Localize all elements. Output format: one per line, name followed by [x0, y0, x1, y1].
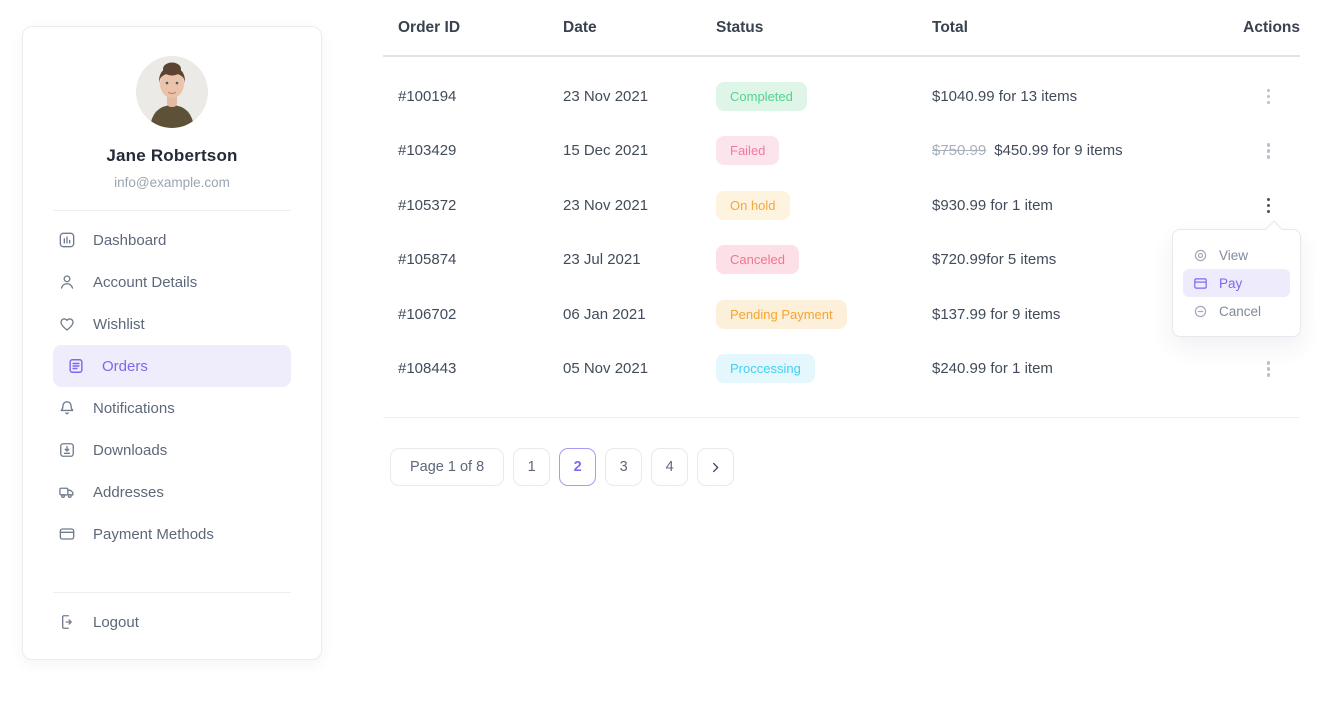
profile-section: Jane Robertson info@example.com: [23, 27, 321, 190]
menu-item-view[interactable]: View: [1183, 241, 1290, 269]
logout-label: Logout: [93, 613, 139, 631]
order-total: $1040.99 for 13 items: [932, 87, 1078, 105]
sidebar-item-notifications[interactable]: Notifications: [53, 387, 291, 429]
sidebar-item-orders[interactable]: Orders: [53, 345, 291, 387]
user-icon: [60, 275, 74, 289]
next-page-button[interactable]: [697, 448, 735, 486]
table-bottom-divider: [383, 417, 1300, 418]
row-actions-menu-button[interactable]: [1259, 355, 1279, 383]
table-header: Order ID Date Status Total Actions: [383, 0, 1300, 57]
avatar-image: [136, 56, 208, 128]
row-actions-menu-button-open[interactable]: [1259, 192, 1279, 220]
menu-item-label: View: [1219, 247, 1249, 263]
table-row: #103429 15 Dec 2021 Failed $750.99 $450.9…: [383, 124, 1300, 179]
order-id: #106702: [398, 305, 457, 323]
logout-icon: [62, 615, 72, 629]
sidebar-item-label: Account Details: [93, 273, 198, 291]
column-header-status: Status: [716, 18, 764, 36]
status-badge: Pending Payment: [716, 299, 847, 329]
truck-icon: [59, 487, 74, 498]
page-summary: Page 1 of 8: [390, 448, 505, 486]
sidebar-item-label: Dashboard: [93, 231, 167, 249]
column-header-total: Total: [932, 18, 968, 36]
sidebar-item-label: Payment Methods: [93, 525, 214, 543]
sidebar-item-addresses[interactable]: Addresses: [53, 471, 291, 513]
row-actions-menu-button[interactable]: [1259, 137, 1279, 165]
order-date: 23 Jul 2021: [563, 251, 641, 269]
sidebar-item-wishlist[interactable]: Wishlist: [53, 303, 291, 345]
profile-name: Jane Robertson: [106, 146, 238, 165]
status-badge: Failed: [716, 136, 780, 166]
table-body: #100194 23 Nov 2021 Completed $1040.99 f…: [383, 69, 1300, 396]
status-badge: Proccessing: [716, 354, 815, 384]
sidebar-item-downloads[interactable]: Downloads: [53, 429, 291, 471]
status-badge: Completed: [716, 81, 807, 111]
column-header-order-id: Order ID: [398, 18, 461, 36]
order-id: #103429: [398, 142, 457, 160]
order-id: #105874: [398, 251, 457, 269]
menu-item-label: Cancel: [1219, 303, 1262, 319]
heart-icon: [60, 318, 74, 331]
credit-card-icon: [59, 528, 75, 540]
eye-icon: [1194, 249, 1207, 261]
sidebar-divider-bottom: [53, 592, 291, 593]
order-date: 23 Nov 2021: [563, 87, 649, 105]
sidebar-item-label: Downloads: [93, 441, 168, 459]
column-header-date: Date: [563, 18, 597, 36]
order-total: $240.99 for 1 item: [932, 360, 1053, 378]
dashboard-icon: [59, 232, 75, 248]
page-button-1[interactable]: 1: [513, 448, 551, 486]
chevron-right-icon: [713, 462, 719, 472]
sidebar-item-label: Wishlist: [93, 315, 145, 333]
sidebar-item-dashboard[interactable]: Dashboard: [53, 219, 291, 261]
status-badge: On hold: [716, 190, 790, 220]
credit-card-icon: [1194, 277, 1207, 289]
order-date: 05 Nov 2021: [563, 360, 649, 378]
order-date: 06 Jan 2021: [563, 305, 646, 323]
download-icon: [60, 443, 74, 457]
logout-button[interactable]: Logout: [53, 601, 291, 643]
table-row: #108443 05 Nov 2021 Proccessing $240.99 …: [383, 342, 1300, 397]
table-row: #105372 23 Nov 2021 On hold $930.99 for …: [383, 178, 1300, 233]
sidebar-item-account-details[interactable]: Account Details: [53, 261, 291, 303]
order-total: $750.99 $450.99 for 9 items: [932, 142, 1123, 160]
row-actions-menu-button[interactable]: [1259, 83, 1279, 111]
orders-icon: [69, 359, 83, 373]
order-total: $720.99for 5 items: [932, 251, 1057, 269]
page-button-2-active[interactable]: 2: [559, 448, 597, 486]
circle-minus-icon: [1194, 305, 1207, 317]
column-header-actions: Actions: [1243, 18, 1300, 36]
page-button-3[interactable]: 3: [605, 448, 643, 486]
order-id: #100194: [398, 87, 457, 105]
table-row: #105874 23 Jul 2021 Canceled $720.99for …: [383, 233, 1300, 288]
menu-item-pay[interactable]: Pay: [1183, 269, 1290, 297]
order-total: $137.99 for 9 items: [932, 305, 1061, 323]
row-actions-context-menu: View Pay Cancel: [1172, 220, 1301, 337]
account-sidebar: Jane Robertson info@example.com Dashboar…: [22, 26, 322, 660]
bell-icon: [60, 401, 74, 415]
menu-item-label: Pay: [1219, 275, 1243, 291]
avatar: [136, 56, 208, 128]
sidebar-nav: Dashboard Account Details Wishlist Order…: [23, 219, 321, 555]
order-id: #108443: [398, 360, 457, 378]
table-row: #106702 06 Jan 2021 Pending Payment $137…: [383, 287, 1300, 342]
page-button-4[interactable]: 4: [651, 448, 689, 486]
sidebar-item-label: Addresses: [93, 483, 164, 501]
profile-email: info@example.com: [114, 175, 230, 190]
sidebar-divider-top: [53, 210, 291, 211]
sidebar-item-payment-methods[interactable]: Payment Methods: [53, 513, 291, 555]
table-row: #100194 23 Nov 2021 Completed $1040.99 f…: [383, 69, 1300, 124]
orders-table: Order ID Date Status Total Actions #1001…: [383, 0, 1300, 486]
order-date: 15 Dec 2021: [563, 142, 649, 160]
pagination: Page 1 of 8 1 2 3 4: [390, 448, 1300, 486]
sidebar-item-label: Orders: [102, 357, 148, 375]
order-old-total: $750.99: [932, 142, 987, 160]
order-total: $930.99 for 1 item: [932, 196, 1053, 214]
menu-item-cancel[interactable]: Cancel: [1183, 297, 1290, 325]
order-id: #105372: [398, 196, 457, 214]
status-badge: Canceled: [716, 245, 799, 275]
sidebar-item-label: Notifications: [93, 399, 175, 417]
order-date: 23 Nov 2021: [563, 196, 649, 214]
